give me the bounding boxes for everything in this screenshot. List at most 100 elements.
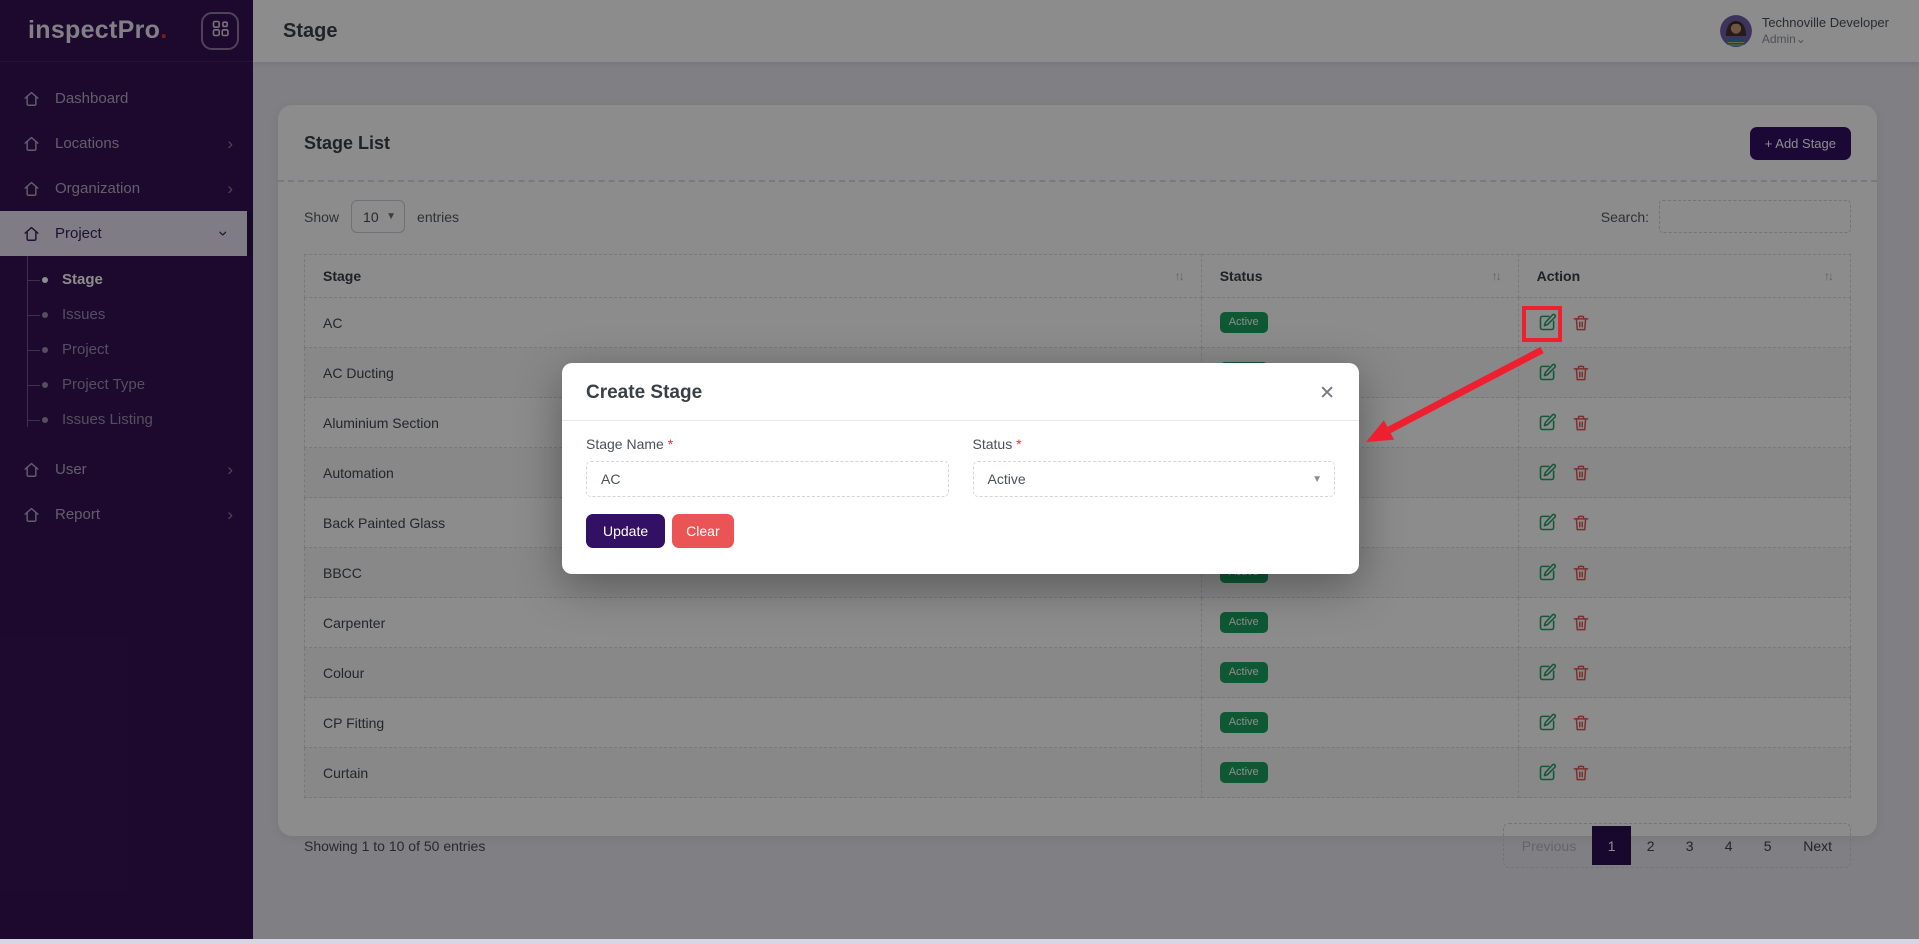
table-row: CP Fitting Active xyxy=(304,697,1852,748)
status-badge: Active xyxy=(1219,712,1268,733)
sort-icon: ↑↓ xyxy=(1824,269,1834,283)
annotation-highlight-box xyxy=(1522,306,1562,342)
search-input[interactable] xyxy=(1659,200,1851,233)
edit-icon[interactable] xyxy=(1537,462,1558,483)
pagination-previous[interactable]: Previous xyxy=(1521,837,1577,854)
delete-icon[interactable] xyxy=(1571,363,1591,383)
add-stage-button[interactable]: + Add Stage xyxy=(1749,127,1851,160)
submenu-item[interactable]: Issues Listing xyxy=(0,402,253,437)
entries-label: entries xyxy=(417,208,460,225)
status-cell: Active xyxy=(1200,647,1519,698)
stage-cell: AC xyxy=(304,297,1202,348)
delete-icon[interactable] xyxy=(1571,413,1591,433)
delete-icon[interactable] xyxy=(1571,463,1591,483)
clear-button[interactable]: Clear xyxy=(672,514,734,548)
sidebar-item[interactable]: Report › xyxy=(0,492,253,537)
edit-icon[interactable] xyxy=(1537,762,1558,783)
action-cell xyxy=(1517,497,1852,548)
status-cell: Active xyxy=(1200,747,1519,798)
stage-cell: Colour xyxy=(304,647,1202,698)
delete-icon[interactable] xyxy=(1571,613,1591,633)
status-select[interactable]: Active ▼ xyxy=(972,461,1335,497)
status-badge: Active xyxy=(1219,312,1268,333)
pagination-page[interactable]: 4 xyxy=(1724,837,1733,854)
table-header-row: Stage ↑↓ Status ↑↓ Action ↑↓ xyxy=(304,254,1852,298)
grid-icon xyxy=(210,18,231,44)
sidebar-item[interactable]: Project › xyxy=(0,211,253,256)
edit-icon[interactable] xyxy=(1537,662,1558,683)
close-icon[interactable]: ✕ xyxy=(1319,382,1335,404)
delete-icon[interactable] xyxy=(1571,713,1591,733)
delete-icon[interactable] xyxy=(1571,313,1591,333)
update-button[interactable]: Update xyxy=(586,514,666,548)
chevron-icon: › xyxy=(227,134,233,153)
page-size-select[interactable]: 10 ▼ xyxy=(351,200,406,233)
submenu-item[interactable]: Stage xyxy=(0,262,253,297)
modal-body: Stage Name * Status * Active ▼ Update Cl… xyxy=(562,421,1359,548)
submenu-item-label: Project Type xyxy=(62,376,146,393)
create-stage-modal: Create Stage ✕ Stage Name * Status * Act… xyxy=(562,363,1359,574)
pagination-page[interactable]: 3 xyxy=(1685,837,1694,854)
pagination-page[interactable]: 2 xyxy=(1646,837,1655,854)
column-header-status[interactable]: Status ↑↓ xyxy=(1200,254,1519,298)
caret-down-icon: ▼ xyxy=(1312,473,1322,485)
sidebar-item-label: Locations xyxy=(55,135,120,152)
submenu-item[interactable]: Issues xyxy=(0,297,253,332)
stage-name-input[interactable] xyxy=(586,461,949,497)
user-menu[interactable]: Technoville Developer Admin⌄ xyxy=(1719,15,1889,47)
status-cell: Active xyxy=(1200,697,1519,748)
pagination-page[interactable]: 5 xyxy=(1763,837,1772,854)
delete-icon[interactable] xyxy=(1571,663,1591,683)
pagination-next[interactable]: Next xyxy=(1803,837,1832,854)
sidebar-item[interactable]: User › xyxy=(0,447,253,492)
sidebar-item-label: Report xyxy=(55,506,101,523)
logo-dot: . xyxy=(160,16,168,44)
sidebar-item[interactable]: Organization › xyxy=(0,166,253,211)
sidebar-item[interactable]: Dashboard xyxy=(0,76,253,121)
status-label: Status * xyxy=(972,436,1022,452)
action-cell xyxy=(1517,747,1852,798)
chevron-icon: › xyxy=(227,179,233,198)
modal-title: Create Stage xyxy=(586,382,703,403)
status-select-value: Active xyxy=(987,471,1026,487)
action-cell xyxy=(1517,297,1852,348)
delete-icon[interactable] xyxy=(1571,763,1591,783)
pagination-page[interactable]: 1 xyxy=(1592,826,1632,865)
edit-icon[interactable] xyxy=(1537,412,1558,433)
edit-icon[interactable] xyxy=(1537,312,1558,333)
edit-icon[interactable] xyxy=(1537,562,1558,583)
submenu-item-label: Issues xyxy=(62,306,106,323)
edit-icon[interactable] xyxy=(1537,612,1558,633)
chevron-icon: › xyxy=(227,505,233,524)
pagination: Previous 1 2 3 4 5 Next xyxy=(1502,823,1851,868)
page-title: Stage xyxy=(283,19,338,42)
stage-cell: Curtain xyxy=(304,747,1202,798)
horizontal-scrollbar-track[interactable] xyxy=(0,939,1919,944)
app-logo: inspectPro. xyxy=(28,16,168,44)
stage-cell: Carpenter xyxy=(304,597,1202,648)
status-badge: Active xyxy=(1219,762,1268,783)
sort-icon: ↑↓ xyxy=(1491,269,1502,283)
status-badge: Active xyxy=(1219,612,1268,633)
delete-icon[interactable] xyxy=(1571,513,1591,533)
sidebar-item-label: Organization xyxy=(55,180,141,197)
submenu-item[interactable]: Project xyxy=(0,332,253,367)
delete-icon[interactable] xyxy=(1571,563,1591,583)
caret-down-icon: ▼ xyxy=(386,211,397,222)
page-size-value: 10 xyxy=(363,208,379,225)
action-cell xyxy=(1517,697,1852,748)
edit-icon[interactable] xyxy=(1537,512,1558,533)
submenu-item[interactable]: Project Type xyxy=(0,367,253,402)
sidebar-item-label: Project xyxy=(55,225,102,242)
sidebar-item-label: Dashboard xyxy=(55,90,129,107)
sidebar-toggle-button[interactable] xyxy=(201,11,239,50)
caret-down-icon: ⌄ xyxy=(1795,32,1806,47)
status-badge: Active xyxy=(1219,662,1268,683)
edit-icon[interactable] xyxy=(1537,362,1558,383)
sidebar-item[interactable]: Locations › xyxy=(0,121,253,166)
user-role: Admin⌄ xyxy=(1761,32,1806,47)
table-row: Colour Active xyxy=(304,647,1852,698)
avatar xyxy=(1719,15,1752,47)
submenu-item-label: Project xyxy=(62,341,109,358)
edit-icon[interactable] xyxy=(1537,712,1558,733)
